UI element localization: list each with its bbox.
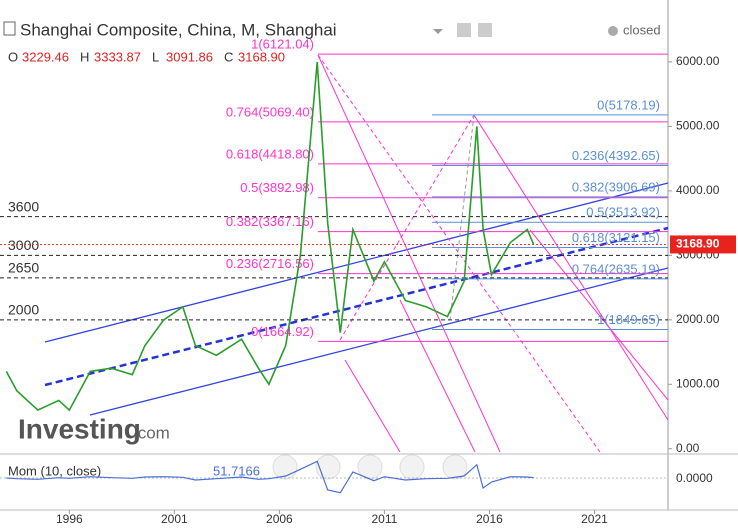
pitchfork [399,299,476,453]
indicator-zero-label: 0.0000 [676,471,713,485]
ohlc-key: H [80,49,89,64]
y-tick-label: 5000.00 [676,119,720,133]
ohlc-value: 3168.90 [238,49,285,64]
level-label: 2650 [8,260,39,276]
channel-upper [44,182,669,343]
x-tick-label: 1996 [56,512,83,526]
ohlc-value: 3091.86 [166,49,213,64]
fib-label: 0.5(3513.92) [586,205,660,220]
y-tick-label: 6000.00 [676,54,720,68]
y-tick-label: 0.00 [676,441,700,455]
x-tick-label: 2021 [581,512,608,526]
level-label: 3600 [8,198,39,214]
fib-label: 1(1849.65) [597,312,660,327]
pitchfork [344,359,401,453]
fib-label: 0.382(3367.16) [226,214,314,229]
fib-label: 1(6121.04) [251,37,314,52]
status: closed [623,22,661,37]
level-label: 2000 [8,302,39,318]
nav-button[interactable] [272,454,298,480]
level-label: 3000 [8,237,39,253]
nav-button[interactable] [442,454,468,480]
y-tick-label: 4000.00 [676,183,720,197]
y-tick-label: 1000.00 [676,376,720,390]
nav-button[interactable] [399,454,425,480]
ohlc: O 3229.46 H 3333.87 L 3091.86 C 3168.90 [8,49,285,64]
fib-label: 0.5(3892.98) [240,180,314,195]
momentum-line [6,460,534,494]
settings-icon[interactable] [457,23,471,37]
brand-suffix: .com [133,423,170,442]
last-price-tag [670,235,736,254]
chart-title: Shanghai Composite, China, M, Shanghai [20,20,337,39]
x-tick-label: 2016 [476,512,503,526]
pitchfork [339,114,475,341]
channels [44,54,669,453]
fib-label: 0.764(5069.40) [226,104,314,119]
x-tick-label: 2006 [266,512,293,526]
y-tick-label: 2000.00 [676,312,720,326]
ohlc-key: C [224,49,233,64]
indicator-name: Mom (10, close) [8,463,101,478]
ohlc-key: L [152,49,159,64]
brand: Investing [18,413,141,444]
x-tick-label: 2001 [161,512,188,526]
pitchfork [529,229,669,401]
ohlc-value: 3333.87 [94,49,141,64]
fib-label: 0.236(2716.56) [226,256,314,271]
collapse-icon[interactable] [3,21,16,36]
fib-label: 0(5178.19) [597,97,660,112]
ohlc-value: 3229.46 [22,49,69,64]
fib-label: 0.764(2635.19) [572,261,660,276]
settings-icon[interactable] [478,23,492,37]
price-line [5,61,535,412]
status-dot [608,26,618,36]
fib-label: 0.236(4392.65) [572,148,660,163]
fib-label: 0(1664.92) [251,324,314,339]
ohlc-key: O [8,49,18,64]
fib-label: 0.618(3121.15) [572,230,660,245]
indicator-value: 51.7166 [213,463,260,478]
dropdown-icon[interactable] [433,29,443,34]
fib-label: 0.382(3906.69) [572,179,660,194]
x-tick-label: 2011 [372,512,398,526]
channel-mid [44,226,669,387]
last-price-label: 3168.90 [676,237,720,251]
fib-label: 0.618(4418.80) [226,146,314,161]
pitchfork [317,54,501,453]
